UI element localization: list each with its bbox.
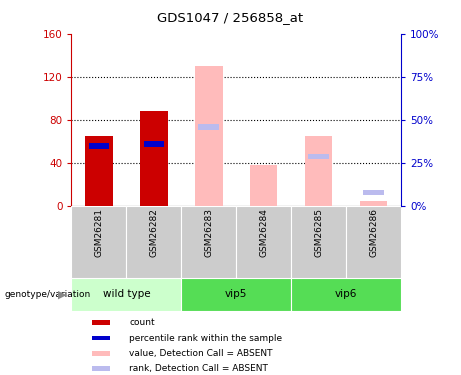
Bar [92, 366, 110, 371]
Text: wild type: wild type [103, 290, 150, 299]
Bar [291, 206, 346, 278]
Bar [308, 153, 329, 159]
Bar [89, 143, 109, 148]
Bar [236, 206, 291, 278]
Text: ▶: ▶ [59, 290, 67, 299]
Bar [92, 321, 110, 325]
Text: GSM26283: GSM26283 [204, 209, 213, 257]
Text: GSM26282: GSM26282 [149, 209, 159, 257]
Bar [363, 190, 384, 195]
Bar [92, 351, 110, 355]
Text: percentile rank within the sample: percentile rank within the sample [129, 333, 282, 342]
Bar [195, 66, 223, 206]
Bar [360, 201, 387, 206]
Text: GSM26285: GSM26285 [314, 209, 323, 257]
Bar [126, 206, 181, 278]
Text: GSM26281: GSM26281 [95, 209, 103, 257]
Text: vip6: vip6 [335, 290, 357, 299]
Bar [140, 111, 168, 206]
Text: vip5: vip5 [225, 290, 248, 299]
Text: count: count [129, 318, 155, 327]
Bar [92, 336, 110, 340]
Bar [250, 165, 278, 206]
Bar [181, 278, 291, 311]
Text: GSM26286: GSM26286 [369, 209, 378, 257]
Text: rank, Detection Call = ABSENT: rank, Detection Call = ABSENT [129, 364, 268, 373]
Bar [71, 206, 126, 278]
Bar [346, 206, 401, 278]
Bar [199, 124, 219, 130]
Bar [143, 141, 164, 147]
Text: genotype/variation: genotype/variation [5, 290, 91, 299]
Bar [85, 136, 112, 206]
Text: GDS1047 / 256858_at: GDS1047 / 256858_at [158, 11, 303, 24]
Bar [305, 136, 332, 206]
Bar [71, 278, 181, 311]
Bar [181, 206, 236, 278]
Text: value, Detection Call = ABSENT: value, Detection Call = ABSENT [129, 349, 272, 358]
Bar [291, 278, 401, 311]
Text: GSM26284: GSM26284 [259, 209, 268, 257]
